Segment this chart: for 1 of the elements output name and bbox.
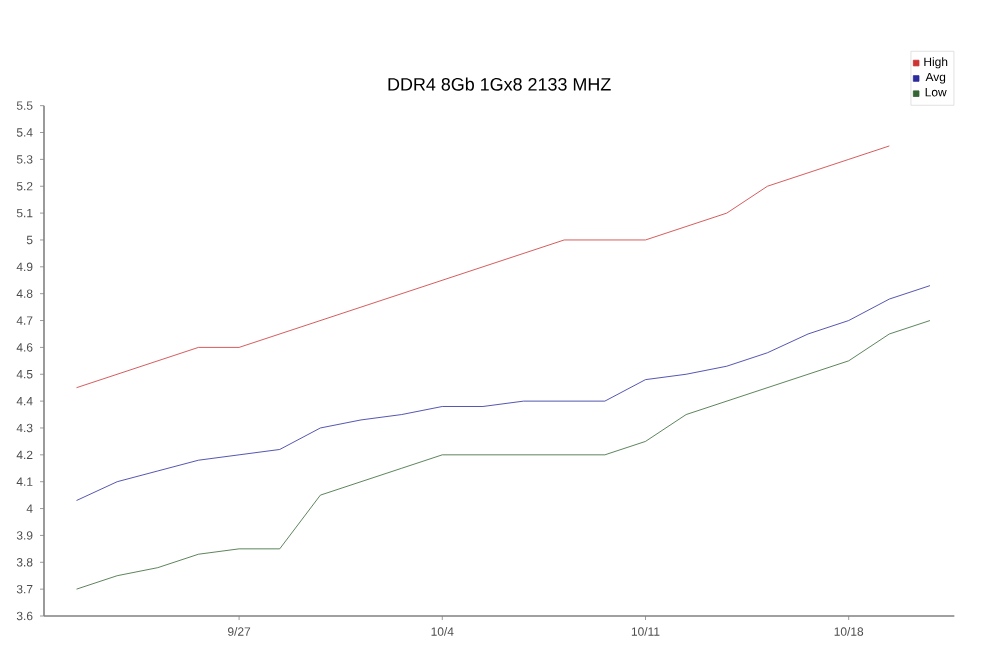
- chart-title: DDR4 8Gb 1Gx8 2133 MHZ: [388, 77, 611, 91]
